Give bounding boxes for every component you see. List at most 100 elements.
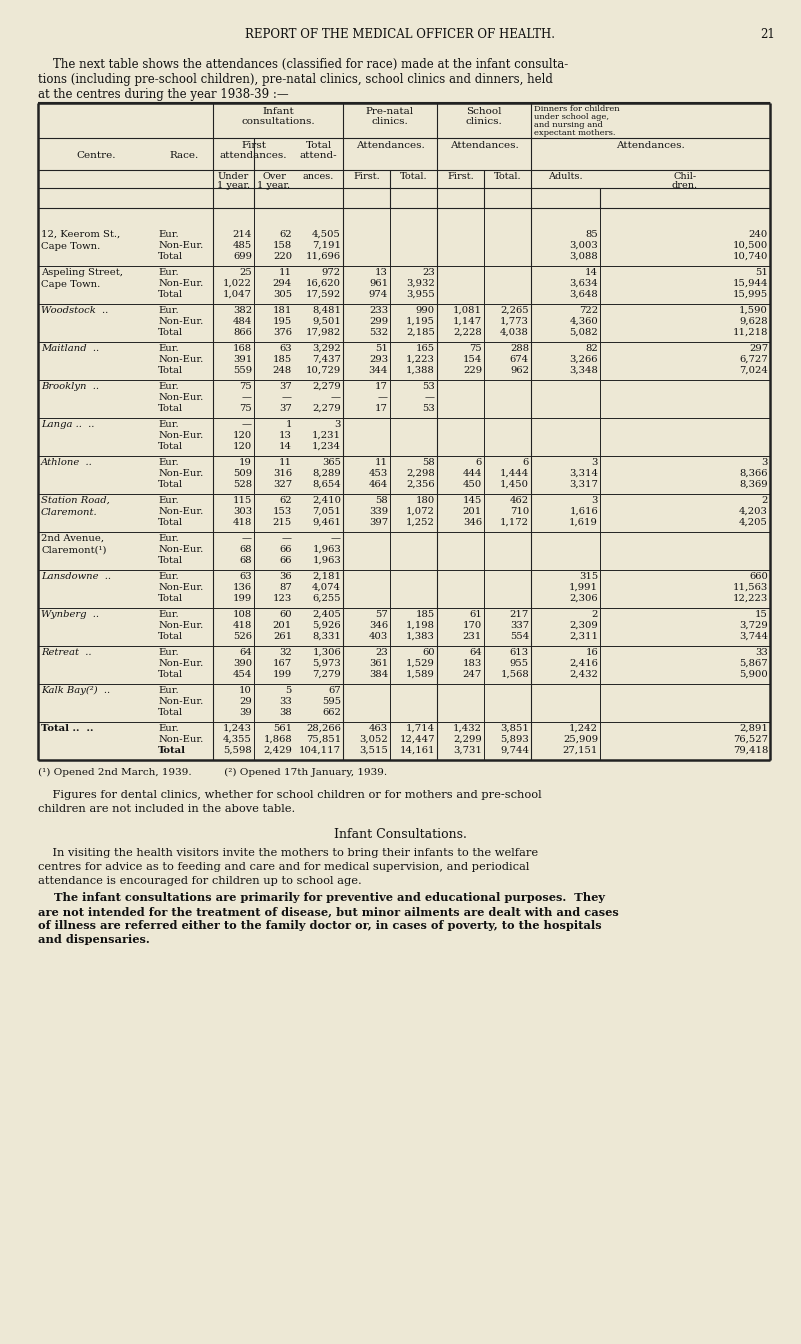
Text: Claremont(¹): Claremont(¹) [41,546,107,555]
Text: First.: First. [353,172,380,181]
Text: 14,161: 14,161 [400,746,435,755]
Text: Station Road,: Station Road, [41,496,110,505]
Text: 1,231: 1,231 [312,431,341,439]
Text: —: — [378,392,388,402]
Text: Athlone  ..: Athlone .. [41,458,93,466]
Text: (¹) Opened 2nd March, 1939.          (²) Opened 17th January, 1939.: (¹) Opened 2nd March, 1939. (²) Opened 1… [38,767,387,777]
Text: 11,563: 11,563 [733,583,768,591]
Text: 1,619: 1,619 [570,517,598,527]
Text: 3,292: 3,292 [312,344,341,353]
Text: 9,461: 9,461 [312,517,341,527]
Text: Infant: Infant [262,108,294,116]
Text: 14: 14 [585,267,598,277]
Text: 397: 397 [369,517,388,527]
Text: Cape Town.: Cape Town. [41,242,100,251]
Text: School: School [466,108,501,116]
Text: 2,299: 2,299 [453,735,482,745]
Text: Total: Total [158,517,183,527]
Text: 2,279: 2,279 [312,382,341,391]
Text: 5,867: 5,867 [739,659,768,668]
Text: 1,242: 1,242 [569,724,598,732]
Text: 1,147: 1,147 [453,317,482,327]
Text: 297: 297 [749,344,768,353]
Text: 1,590: 1,590 [739,306,768,314]
Text: —: — [425,392,435,402]
Text: 167: 167 [273,659,292,668]
Text: 115: 115 [232,496,252,505]
Text: Total: Total [158,671,183,679]
Text: 120: 120 [233,431,252,439]
Text: 662: 662 [322,708,341,716]
Text: Centre.: Centre. [77,151,116,160]
Text: 4,205: 4,205 [739,517,768,527]
Text: 248: 248 [273,366,292,375]
Text: 33: 33 [755,648,768,657]
Text: 303: 303 [233,507,252,516]
Text: 1,195: 1,195 [406,317,435,327]
Text: Total: Total [158,480,183,489]
Text: 2,306: 2,306 [570,594,598,603]
Text: 382: 382 [233,306,252,314]
Text: 82: 82 [586,344,598,353]
Text: 136: 136 [233,583,252,591]
Text: 990: 990 [416,306,435,314]
Text: 418: 418 [232,621,252,630]
Text: 3,955: 3,955 [406,290,435,298]
Text: Total: Total [158,405,183,413]
Text: 8,289: 8,289 [312,469,341,478]
Text: 3,348: 3,348 [570,366,598,375]
Text: 2,309: 2,309 [570,621,598,630]
Text: 1,081: 1,081 [453,306,482,314]
Text: 75: 75 [239,382,252,391]
Text: 2,298: 2,298 [406,469,435,478]
Text: 154: 154 [463,355,482,364]
Text: 7,051: 7,051 [312,507,341,516]
Text: 64: 64 [469,648,482,657]
Text: 1,047: 1,047 [223,290,252,298]
Text: and dispensaries.: and dispensaries. [38,934,150,945]
Text: 339: 339 [369,507,388,516]
Text: Eur.: Eur. [158,344,179,353]
Text: 1,306: 1,306 [312,648,341,657]
Text: 23: 23 [375,648,388,657]
Text: 21: 21 [760,28,775,42]
Text: 60: 60 [422,648,435,657]
Text: 337: 337 [510,621,529,630]
Text: 10,740: 10,740 [733,253,768,261]
Text: 85: 85 [586,230,598,239]
Text: 231: 231 [463,632,482,641]
Text: 4,360: 4,360 [570,317,598,327]
Text: 6,727: 6,727 [739,355,768,364]
Text: at the centres during the year 1938-39 :—: at the centres during the year 1938-39 :… [38,87,288,101]
Text: Total: Total [158,594,183,603]
Text: Eur.: Eur. [158,230,179,239]
Text: 5,598: 5,598 [223,746,252,755]
Text: 201: 201 [273,621,292,630]
Text: 6,255: 6,255 [312,594,341,603]
Text: clinics.: clinics. [465,117,502,126]
Text: 158: 158 [273,241,292,250]
Text: 1 year.: 1 year. [217,181,250,190]
Text: 60: 60 [280,610,292,620]
Text: 955: 955 [510,659,529,668]
Text: 61: 61 [469,610,482,620]
Text: 66: 66 [280,556,292,564]
Text: 7,279: 7,279 [312,671,341,679]
Text: 559: 559 [233,366,252,375]
Text: 3,266: 3,266 [570,355,598,364]
Text: 1,223: 1,223 [406,355,435,364]
Text: 660: 660 [749,573,768,581]
Text: 67: 67 [328,685,341,695]
Text: 8,366: 8,366 [739,469,768,478]
Text: 299: 299 [369,317,388,327]
Text: clinics.: clinics. [372,117,409,126]
Text: Total: Total [158,632,183,641]
Text: 64: 64 [239,648,252,657]
Text: 57: 57 [375,610,388,620]
Text: 11: 11 [279,458,292,466]
Text: 12,447: 12,447 [400,735,435,745]
Text: —: — [242,534,252,543]
Text: 3,634: 3,634 [570,280,598,288]
Text: 391: 391 [233,355,252,364]
Text: 6: 6 [523,458,529,466]
